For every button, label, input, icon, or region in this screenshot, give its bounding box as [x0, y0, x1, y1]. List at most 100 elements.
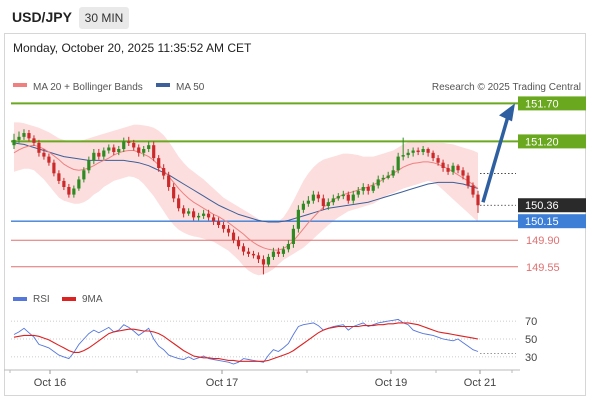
ma50-legend-label: MA 50	[176, 82, 205, 93]
candle-body	[102, 150, 106, 157]
candle-body	[391, 170, 395, 176]
candle-body	[271, 251, 276, 257]
candle-body	[376, 179, 380, 186]
candle-body	[291, 228, 295, 244]
x-tick-label: Oct 16	[34, 377, 66, 389]
level-label-target: 151.20	[525, 136, 559, 148]
level-tag-pivot	[518, 214, 586, 229]
candle-body	[251, 253, 256, 256]
timeframe-button[interactable]: 30 MIN	[79, 7, 129, 29]
candle-body	[187, 211, 191, 214]
timestamp: Monday, October 20, 2025 11:35:52 AM CET	[13, 41, 252, 55]
candle-body	[97, 152, 101, 157]
candle-body	[346, 194, 350, 201]
candle-body	[127, 141, 131, 143]
candle-body	[316, 194, 320, 199]
candle-body	[301, 203, 305, 210]
candle-body	[331, 198, 335, 203]
candle-body	[476, 194, 480, 206]
candle-body	[62, 180, 66, 187]
candle-body	[261, 259, 266, 265]
candle-body	[177, 198, 181, 209]
candle-body	[236, 240, 241, 247]
candle-body	[192, 211, 196, 218]
candle-body	[72, 188, 76, 195]
candle-body	[137, 147, 141, 153]
candle-body	[361, 187, 365, 191]
candle-body	[446, 168, 450, 172]
price-legend: MA 20 + Bollinger Bands MA 50	[13, 82, 205, 93]
candle-body	[411, 150, 415, 153]
candle-body	[401, 155, 405, 157]
candle-body	[172, 187, 176, 199]
candle-body	[381, 177, 385, 180]
candle-body	[451, 165, 455, 172]
last-price-label: 150.36	[525, 200, 559, 212]
candle-body	[276, 251, 281, 254]
level-label-support: 149.90	[526, 235, 560, 247]
candle-body	[47, 156, 51, 163]
rsi-tick-label: 50	[525, 334, 537, 346]
candle-body	[371, 185, 375, 191]
candle-body	[296, 209, 300, 229]
rsi-tick-label: 30	[525, 352, 537, 364]
candle-body	[82, 170, 86, 180]
candle-body	[441, 162, 445, 168]
candle-body	[52, 162, 56, 174]
candle-body	[351, 194, 355, 201]
candle-body	[162, 168, 166, 176]
candle-body	[431, 152, 435, 159]
candle-body	[436, 158, 440, 163]
candle-body	[117, 149, 121, 153]
candle-body	[22, 133, 26, 137]
candle-body	[201, 213, 206, 216]
candle-body	[246, 251, 251, 254]
candle-body	[426, 149, 430, 153]
rsi-ma-legend-label: 9MA	[82, 294, 103, 305]
candle-body	[386, 175, 390, 178]
candle-body	[206, 213, 211, 218]
candle-body	[167, 175, 171, 187]
candle-body	[456, 165, 460, 171]
level-label-pivot: 150.15	[525, 216, 559, 228]
candle-body	[152, 145, 156, 159]
bollinger-band	[14, 122, 478, 276]
candle-body	[132, 142, 136, 148]
rsi-ma-legend-swatch	[62, 297, 76, 301]
candle-body	[231, 232, 236, 241]
ma20-line	[13, 144, 479, 251]
candle-body	[12, 139, 16, 146]
rsi-legend: RSI 9MA	[13, 294, 103, 305]
level-label-support: 149.55	[526, 262, 560, 274]
candle-body	[57, 173, 61, 181]
candle-body	[321, 198, 325, 206]
candle-body	[87, 160, 91, 171]
candle-body	[286, 244, 291, 250]
ma20-legend-swatch	[13, 83, 27, 87]
candle-body	[216, 221, 221, 225]
candle-body	[226, 228, 231, 233]
candle-body	[67, 187, 71, 195]
x-tick-label: Oct 21	[464, 377, 496, 389]
candle-body	[112, 147, 116, 153]
rsi-ma-line	[13, 322, 479, 362]
candle-body	[281, 249, 286, 254]
candle-body	[421, 149, 425, 153]
level-label-target: 151.70	[525, 98, 559, 110]
candle-body	[416, 150, 420, 153]
candle-body	[122, 141, 126, 149]
candle-body	[241, 246, 246, 252]
candle-body	[336, 196, 340, 199]
candle-body	[341, 194, 345, 197]
ma20-legend-label: MA 20 + Bollinger Bands	[33, 82, 143, 93]
candle-body	[266, 256, 271, 265]
x-tick-label: Oct 19	[375, 377, 407, 389]
ma50-legend-swatch	[156, 83, 170, 87]
candle-body	[466, 175, 470, 186]
candle-body	[27, 133, 31, 139]
candle-body	[197, 215, 201, 218]
chart-header: USD/JPY 30 MIN	[0, 0, 590, 34]
candle-body	[32, 138, 36, 143]
candle-body	[406, 152, 410, 156]
